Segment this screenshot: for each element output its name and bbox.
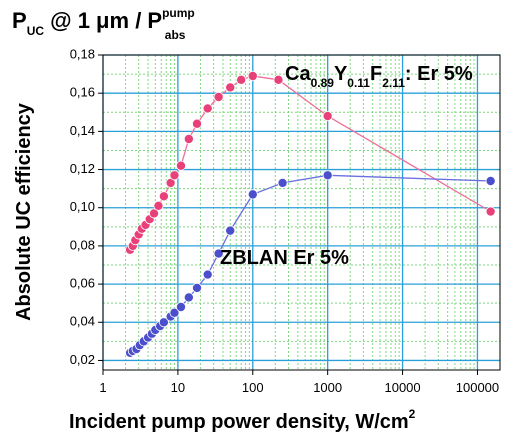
series-label-caf2: Ca0.89Y0.11F2.11: Er 5% (285, 63, 473, 90)
series-label-caf2-f: F (370, 63, 382, 85)
title-sup-pump: pump (162, 6, 195, 20)
data-point-series-0 (323, 111, 332, 120)
series-label-zblan: ZBLAN Er 5% (220, 247, 349, 269)
data-point-series-1 (176, 302, 185, 311)
x-tick-label: 10000 (384, 380, 420, 395)
data-point-series-1 (323, 171, 332, 180)
x-tick-label: 100 (242, 380, 264, 395)
y-tick-label: 0,06 (70, 276, 95, 291)
data-point-series-1 (278, 178, 287, 187)
series-label-caf2-sub3: 2.11 (382, 76, 405, 90)
data-point-series-1 (248, 190, 257, 199)
x-tick-label: 10 (171, 380, 185, 395)
axis-ticks: 1 10 100 1000 10000 100000 0,02 0,04 0,06 0,08 0,1… (70, 46, 499, 395)
y-tick-label: 0,14 (70, 123, 95, 138)
y-tick-label: 0,12 (70, 161, 95, 176)
data-point-series-0 (184, 134, 193, 143)
series-label-caf2-sub1: 0.89 (311, 76, 335, 90)
title-sub-uc: UC (27, 24, 45, 38)
data-point-series-0 (226, 83, 235, 92)
data-point-series-0 (248, 71, 257, 80)
title-mid: @ 1 μm / P (44, 8, 162, 33)
data-point-series-1 (184, 293, 193, 302)
series-layer (125, 71, 495, 357)
y-tick-label: 0,10 (70, 199, 95, 214)
y-tick-label: 0,02 (70, 352, 95, 367)
y-axis-title: Absolute UC efficiency (13, 102, 35, 321)
series-label-caf2-sub2: 0.11 (347, 76, 370, 90)
data-point-series-0 (486, 207, 495, 216)
y-tick-label: 0,04 (70, 314, 95, 329)
x-axis-title-text: Incident pump power density, W/cm (69, 411, 409, 433)
data-point-series-0 (159, 192, 168, 201)
data-point-series-0 (203, 104, 212, 113)
series-label-caf2-ca: Ca (285, 63, 311, 85)
data-point-series-0 (176, 161, 185, 170)
y-tick-label: 0,18 (70, 46, 95, 61)
series-label-caf2-y: Y (334, 63, 348, 85)
title-p: P (12, 8, 27, 33)
y-tick-label: 0,16 (70, 85, 95, 100)
x-axis-title-sup: 2 (409, 407, 416, 421)
data-point-series-1 (486, 176, 495, 185)
x-tick-label: 1000 (313, 380, 342, 395)
series-label-caf2-er: : Er 5% (405, 63, 473, 85)
x-tick-label: 100000 (456, 380, 499, 395)
data-point-series-0 (237, 75, 246, 84)
data-point-series-0 (154, 201, 163, 210)
data-point-series-0 (192, 119, 201, 128)
title-sub-abs: abs (165, 28, 186, 42)
data-point-series-0 (274, 75, 283, 84)
x-tick-label: 1 (99, 380, 106, 395)
data-point-series-1 (203, 270, 212, 279)
chart-title: PUC @ 1 μm / Ppump abs (12, 6, 195, 42)
data-point-series-1 (192, 283, 201, 292)
data-point-series-1 (226, 226, 235, 235)
x-axis-title: Incident pump power density, W/cm2 (69, 407, 416, 433)
y-tick-label: 0,08 (70, 237, 95, 252)
data-point-series-0 (214, 92, 223, 101)
data-point-series-0 (170, 171, 179, 180)
